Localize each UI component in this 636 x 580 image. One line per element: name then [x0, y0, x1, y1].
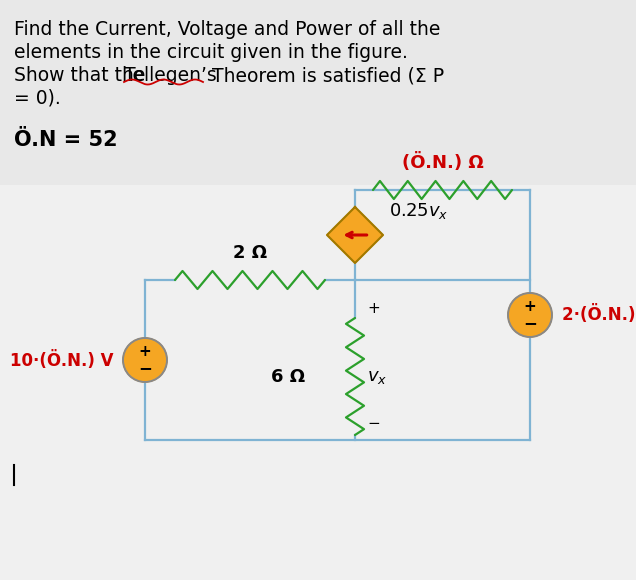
Text: elements in the circuit given in the figure.: elements in the circuit given in the fig…: [14, 43, 408, 62]
Text: Show that the: Show that the: [14, 66, 151, 85]
Bar: [0, 0, 636, 185]
Text: −: −: [523, 314, 537, 332]
Text: +: +: [367, 301, 380, 316]
Text: −: −: [138, 360, 152, 378]
Text: Find the Current, Voltage and Power of all the: Find the Current, Voltage and Power of a…: [14, 20, 440, 39]
Text: 6 Ω: 6 Ω: [271, 368, 305, 386]
Text: −: −: [367, 416, 380, 431]
Text: Ö.N = 52: Ö.N = 52: [14, 130, 118, 150]
Text: (Ö.N.) Ω: (Ö.N.) Ω: [401, 153, 483, 172]
Text: +: +: [523, 299, 536, 314]
Text: 0.25$v_x$: 0.25$v_x$: [389, 201, 448, 221]
Text: Tellegen’s: Tellegen’s: [124, 66, 217, 85]
Text: 2 Ω: 2 Ω: [233, 244, 267, 262]
Text: +: +: [139, 344, 151, 359]
Text: 2·(Ö.N.) V: 2·(Ö.N.) V: [562, 306, 636, 324]
Circle shape: [508, 293, 552, 337]
Text: = 0).: = 0).: [14, 89, 61, 108]
Text: 10·(Ö.N.) V: 10·(Ö.N.) V: [10, 350, 113, 369]
Text: Theorem is satisfied (Σ P: Theorem is satisfied (Σ P: [206, 66, 444, 85]
Polygon shape: [327, 207, 383, 263]
Text: $v_x$: $v_x$: [367, 368, 387, 386]
Circle shape: [123, 338, 167, 382]
